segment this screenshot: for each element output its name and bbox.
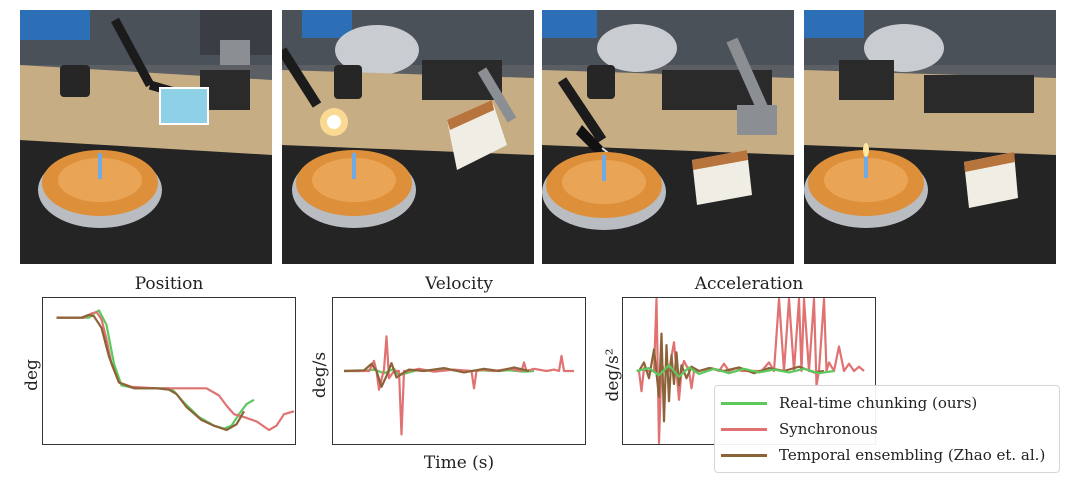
chart-title-acceleration: Acceleration — [694, 274, 804, 294]
legend-item-rtc: Real-time chunking (ours) — [721, 390, 977, 416]
series-line-position-real-time-chunking-ours — [56, 309, 255, 430]
series-line-position-temporal-ensembling-zhao-et-al — [56, 313, 245, 432]
legend-swatch-te — [721, 453, 767, 457]
plot-frame-position — [42, 297, 296, 445]
chart-area: Position deg Velocity deg/s Time (s) Acc… — [0, 270, 1080, 484]
legend-label-te: Temporal ensembling (Zhao et. al.) — [779, 446, 1046, 464]
chart-title-position: Position — [134, 274, 204, 294]
chart-legend: Real-time chunking (ours) Synchronous Te… — [714, 385, 1060, 473]
xlabel-time: Time (s) — [423, 453, 495, 473]
series-line-position-synchronous — [56, 310, 295, 432]
ylabel-velocity: deg/s — [310, 351, 330, 399]
photo-robot-holding-lighter — [20, 10, 272, 264]
legend-label-rtc: Real-time chunking (ours) — [779, 394, 978, 412]
photo-robot-lighting-candle — [542, 10, 794, 264]
legend-item-te: Temporal ensembling (Zhao et. al.) — [721, 442, 1045, 468]
chart-title-velocity: Velocity — [425, 274, 493, 294]
series-line-velocity-synchronous — [344, 335, 574, 436]
photo-robot-lighting-lighter — [282, 10, 534, 264]
legend-swatch-sync — [721, 427, 767, 431]
ylabel-position: deg — [22, 359, 42, 391]
legend-item-sync: Synchronous — [721, 416, 878, 442]
legend-swatch-rtc — [721, 401, 767, 405]
plot-velocity — [332, 297, 586, 445]
ylabel-acceleration: deg/s² — [603, 348, 623, 402]
series-line-velocity-temporal-ensembling-zhao-et-al — [343, 361, 530, 388]
plot-position — [42, 297, 296, 445]
series-line-acceleration-real-time-chunking-ours — [636, 364, 835, 378]
photo-candle-lit — [804, 10, 1056, 264]
photo-strip — [20, 10, 1060, 265]
plot-frame-velocity — [332, 297, 586, 445]
legend-label-sync: Synchronous — [779, 420, 878, 438]
